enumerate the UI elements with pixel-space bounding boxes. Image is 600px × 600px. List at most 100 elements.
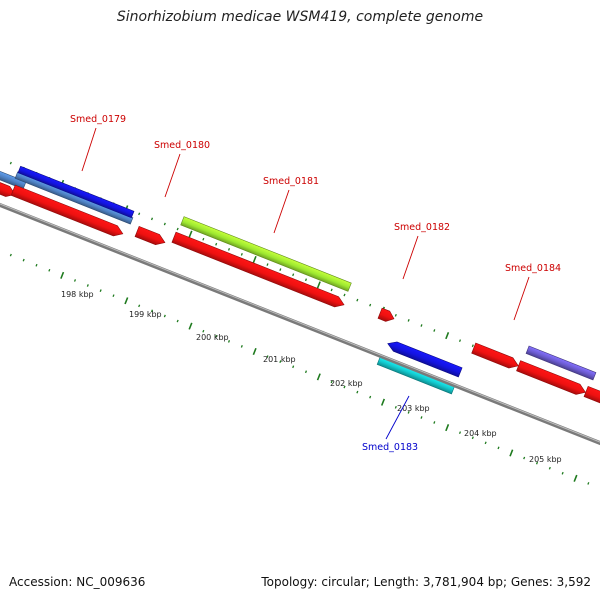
outer-ruler-tick bbox=[458, 339, 462, 343]
genome-backbone bbox=[0, 202, 600, 446]
ruler-tick-label: 201 kbp bbox=[263, 355, 296, 364]
inner-ruler-tick bbox=[369, 395, 372, 399]
outer-ruler-tick bbox=[316, 281, 321, 289]
inner-ruler-tick bbox=[445, 424, 450, 432]
outer-ruler-tick bbox=[356, 298, 359, 302]
inner-ruler-tick bbox=[215, 334, 218, 338]
cds-arrow-forward bbox=[171, 231, 345, 308]
genome-summary: Topology: circular; Length: 3,781,904 bp… bbox=[261, 575, 591, 589]
inner-ruler-tick bbox=[343, 385, 346, 389]
gene-label: Smed_0181 bbox=[263, 176, 319, 187]
outer-ruler-tick bbox=[252, 255, 257, 264]
outer-ruler-tick bbox=[150, 217, 154, 221]
inner-ruler-tick bbox=[35, 263, 38, 267]
cds-arrow-forward bbox=[516, 360, 586, 395]
inner-ruler-tick bbox=[394, 405, 397, 409]
gene-label: Smed_0183 bbox=[362, 442, 418, 453]
gene-features bbox=[0, 165, 600, 406]
inner-ruler-tick bbox=[227, 339, 231, 343]
inner-ruler-tick bbox=[407, 411, 410, 414]
inner-ruler-tick bbox=[356, 390, 359, 394]
outer-ruler-tick bbox=[266, 263, 269, 266]
cds-arrow-forward bbox=[471, 342, 519, 369]
inner-ruler-tick bbox=[484, 441, 487, 445]
label-leader-line bbox=[273, 189, 290, 234]
inner-ruler-tick bbox=[458, 431, 462, 435]
inner-ruler-tick bbox=[433, 421, 436, 424]
inner-ruler-tick bbox=[22, 258, 25, 262]
inner-ruler-tick bbox=[292, 365, 295, 369]
outer-ruler-tick bbox=[407, 319, 410, 322]
inner-ruler-tick bbox=[304, 370, 308, 374]
inner-ruler-tick bbox=[124, 297, 129, 305]
gene-label: Smed_0182 bbox=[394, 222, 450, 233]
ruler-tick-label: 204 kbp bbox=[464, 429, 497, 438]
outer-ruler-tick bbox=[330, 288, 333, 292]
inner-ruler-tick bbox=[497, 446, 500, 450]
inner-ruler-tick bbox=[266, 355, 269, 358]
inner-ruler-tick bbox=[9, 253, 12, 257]
inner-ruler-tick bbox=[380, 398, 386, 406]
cds-arrow-forward bbox=[0, 180, 16, 197]
cds-arrow-forward bbox=[583, 385, 600, 406]
outer-ruler-tick bbox=[420, 324, 423, 327]
map-title: Sinorhizobium medicae WSM419, complete g… bbox=[116, 9, 484, 25]
ruler-tick-label: 200 kbp bbox=[196, 333, 229, 342]
inner-ruler-tick bbox=[252, 347, 257, 356]
inner-ruler-tick bbox=[471, 436, 474, 440]
outer-ruler-tick bbox=[369, 303, 372, 307]
gene-label: Smed_0179 bbox=[70, 114, 126, 125]
inner-ruler-tick bbox=[150, 309, 154, 313]
inner-ruler-tick bbox=[587, 482, 590, 485]
outer-ruler-tick bbox=[394, 313, 397, 317]
inner-ruler-tick bbox=[86, 284, 89, 287]
label-leader-line bbox=[164, 153, 181, 198]
inner-ruler-tick bbox=[548, 466, 551, 470]
inner-ruler-tick bbox=[60, 271, 65, 279]
inner-ruler-tick bbox=[561, 471, 564, 475]
ruler-tick-label: 202 kbp bbox=[330, 379, 363, 388]
outer-ruler-tick bbox=[240, 253, 243, 256]
ruler-tick-label: 198 kbp bbox=[61, 290, 94, 299]
outer-ruler-tick bbox=[445, 332, 450, 340]
inner-ruler-tick bbox=[138, 304, 141, 308]
inner-ruler-tick bbox=[316, 373, 321, 381]
gene-label: Smed_0184 bbox=[505, 263, 561, 274]
inner-ruler-tick bbox=[420, 416, 423, 419]
inner-ruler-tick bbox=[188, 322, 193, 330]
inner-ruler-tick bbox=[99, 289, 102, 292]
outer-ruler-tick bbox=[279, 268, 282, 271]
ruler-tick-label: 203 kbp bbox=[397, 404, 430, 413]
inner-ruler-tick bbox=[112, 294, 115, 298]
ruler-tick-label: 199 kbp bbox=[129, 310, 162, 319]
inner-ruler-tick bbox=[535, 461, 539, 465]
inner-ruler-tick bbox=[279, 360, 282, 363]
inner-ruler-tick bbox=[176, 319, 179, 323]
cds-arrow-forward bbox=[377, 307, 395, 322]
backbone-line bbox=[0, 202, 600, 446]
outer-ruler-tick bbox=[471, 344, 474, 348]
outer-ruler-tick bbox=[138, 212, 141, 216]
feature-purple-bar bbox=[525, 345, 597, 381]
outer-ruler-tick bbox=[343, 293, 346, 297]
inner-ruler-tick bbox=[48, 268, 51, 272]
feature-blue-bar bbox=[17, 165, 135, 219]
backbone-highlight bbox=[0, 203, 600, 443]
outer-ruler-tick bbox=[176, 227, 179, 231]
label-leader-line bbox=[81, 127, 97, 172]
outer-ruler-tick bbox=[292, 273, 295, 277]
inner-ruler-tick bbox=[73, 279, 77, 282]
ruler-tick-label: 205 kbp bbox=[529, 455, 562, 464]
accession-text: Accession: NC_009636 bbox=[9, 575, 146, 589]
inner-ruler-tick bbox=[240, 345, 243, 348]
outer-ruler-tick bbox=[163, 222, 166, 226]
gene-label: Smed_0180 bbox=[154, 140, 210, 151]
inner-ruler-tick bbox=[573, 474, 578, 482]
outer-ruler-tick bbox=[9, 161, 12, 165]
label-leader-line bbox=[402, 235, 419, 280]
outer-ruler-tick bbox=[304, 278, 308, 282]
inner-ruler-tick bbox=[163, 314, 166, 318]
cds-arrow-forward bbox=[134, 225, 166, 246]
inner-ruler-tick bbox=[509, 449, 514, 457]
